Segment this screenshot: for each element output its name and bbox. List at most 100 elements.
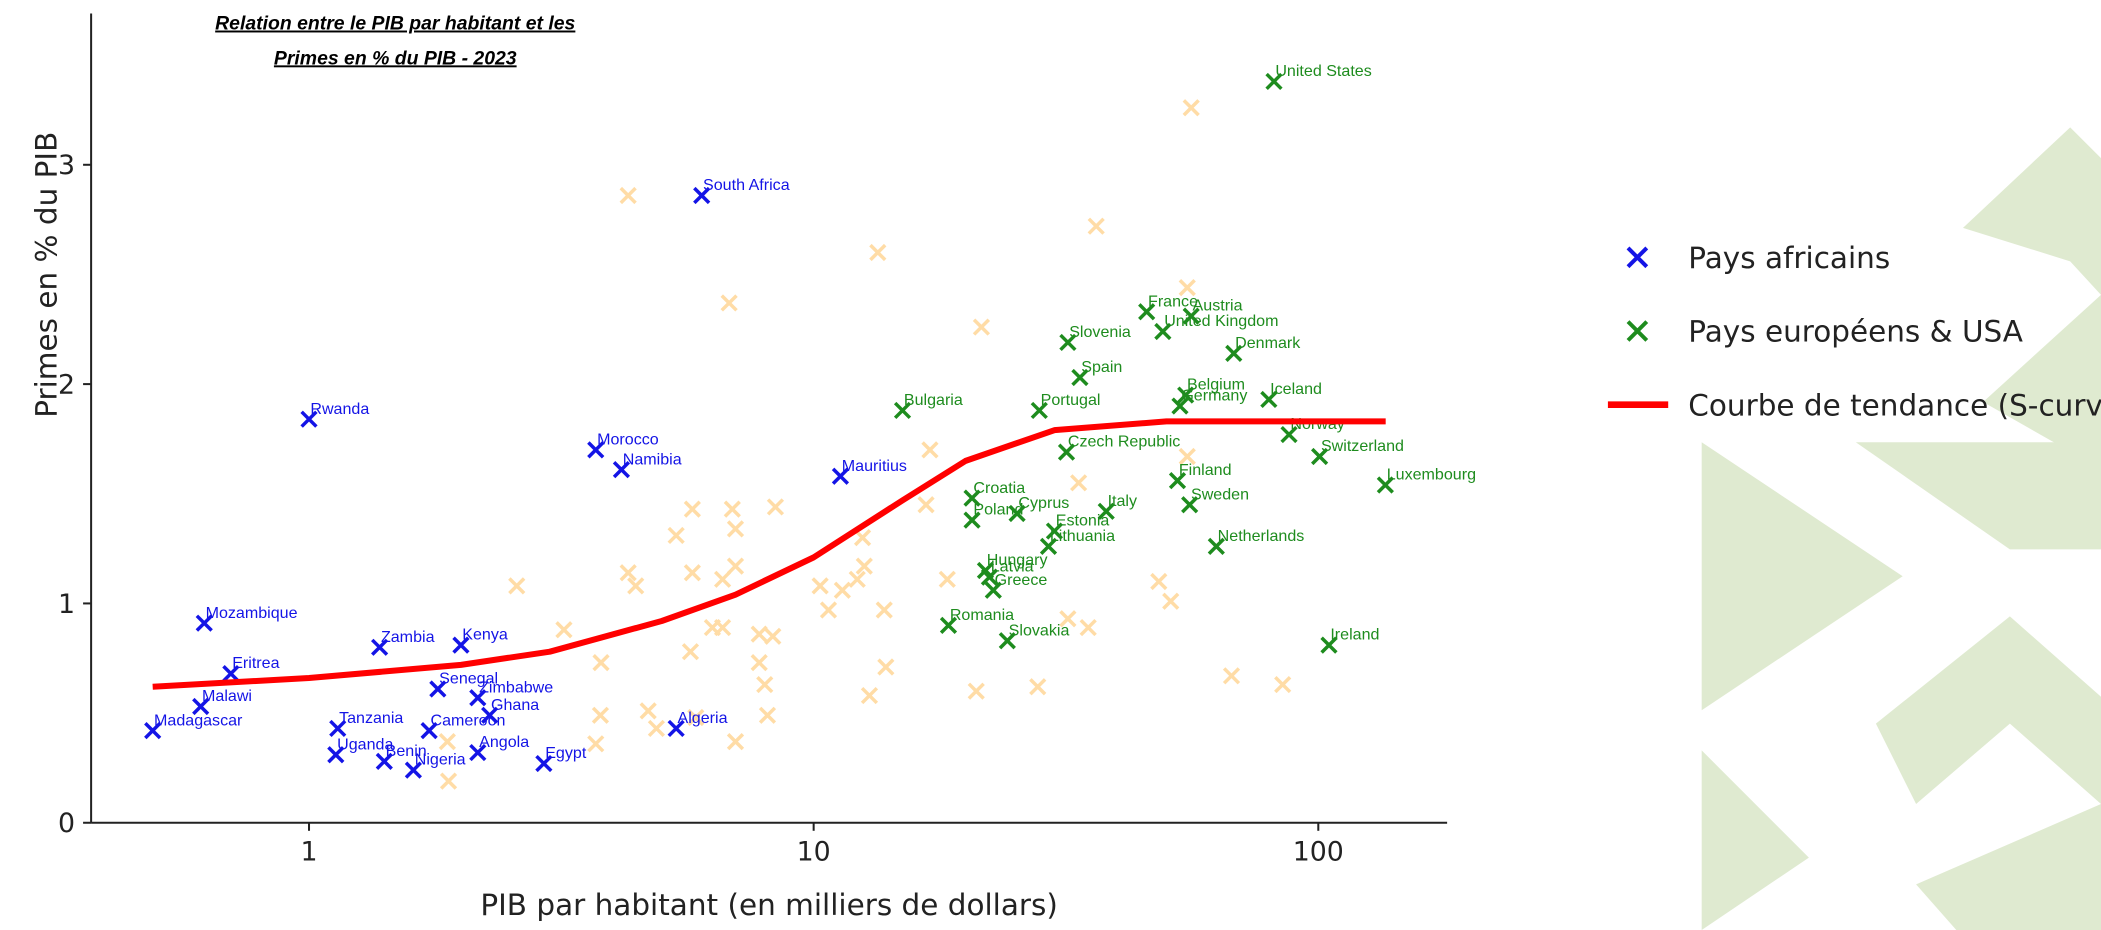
point-label: Estonia xyxy=(1056,512,1110,530)
scatter-point xyxy=(1311,447,1329,466)
point-label: Iceland xyxy=(1270,380,1322,398)
scatter-point xyxy=(972,318,991,336)
legend-label: Pays africains xyxy=(1688,241,1890,275)
point-label: Finland xyxy=(1179,461,1232,479)
scatter-point xyxy=(1376,476,1394,494)
scatter-point xyxy=(1070,474,1088,492)
scatter-point xyxy=(869,243,887,262)
legend-label: Pays européens & USA xyxy=(1688,315,2023,349)
scatter-point xyxy=(917,496,935,514)
scatter-point xyxy=(984,581,1002,599)
scatter-point xyxy=(750,625,768,643)
scatter-point xyxy=(1178,279,1196,297)
point-label: Portugal xyxy=(1041,391,1101,409)
point-label: Romania xyxy=(950,606,1014,624)
point-label: Lithuania xyxy=(1050,527,1115,545)
y-tick-label: 2 xyxy=(58,369,75,400)
scatter-point xyxy=(1260,390,1278,409)
scatter-point xyxy=(587,441,605,459)
point-label: Zambia xyxy=(381,628,435,646)
scatter-point xyxy=(1079,618,1097,637)
scatter-point xyxy=(713,618,732,637)
scatter-point xyxy=(420,722,438,740)
scatter-point xyxy=(1057,443,1076,461)
scatter-point xyxy=(555,621,573,639)
scatter-point xyxy=(967,682,985,700)
legend-swatch xyxy=(1626,246,1649,269)
point-label: Netherlands xyxy=(1218,527,1305,545)
point-label: Czech Republic xyxy=(1068,433,1181,451)
point-label: Denmark xyxy=(1235,334,1301,352)
scatter-point xyxy=(1087,217,1105,235)
scatter-point xyxy=(327,746,345,764)
scatter-point xyxy=(848,570,866,588)
scatter-point xyxy=(1162,592,1180,610)
point-label: Zimbabwe xyxy=(479,678,553,696)
scatter-point xyxy=(1029,678,1047,696)
scatter-point xyxy=(195,614,213,632)
scatter-point xyxy=(1320,636,1338,654)
scatter-point xyxy=(1071,368,1089,387)
scatter-point xyxy=(723,500,741,518)
scatter-point xyxy=(481,706,499,724)
scatter-point xyxy=(1059,610,1077,628)
scatter-point xyxy=(438,733,456,751)
scatter-point xyxy=(1045,522,1064,540)
point-label: Greece xyxy=(995,571,1048,589)
deco-shape xyxy=(1875,616,2101,805)
scatter-point xyxy=(639,702,657,720)
point-label: Cameroon xyxy=(430,711,505,729)
scatter-point xyxy=(998,632,1016,650)
point-label: Sweden xyxy=(1191,485,1249,503)
scatter-point xyxy=(1039,537,1058,556)
scatter-point xyxy=(144,722,162,740)
x-tick-label: 1 xyxy=(300,836,317,867)
scatter-point xyxy=(375,752,393,770)
scatter-point xyxy=(469,689,487,707)
scatter-point xyxy=(619,564,637,582)
scatter-point xyxy=(758,706,777,724)
point-label: Latvia xyxy=(991,558,1034,576)
scatter-point xyxy=(683,564,701,582)
scatter-point xyxy=(980,568,999,586)
background-decoration xyxy=(1701,127,2101,930)
x-tick-label: 10 xyxy=(797,836,831,867)
legend-swatch xyxy=(1626,320,1649,342)
scatter-point xyxy=(612,461,631,479)
scatter-point xyxy=(720,294,738,312)
scatter-point xyxy=(222,665,240,683)
scatter-point xyxy=(1182,307,1200,325)
scatter-point xyxy=(963,511,981,529)
point-label: South Africa xyxy=(703,176,790,194)
point-label: Morocco xyxy=(597,431,659,449)
scatter-point xyxy=(1030,401,1048,420)
scatter-point xyxy=(329,719,347,738)
deco-shape xyxy=(1962,127,2101,295)
point-label: Germany xyxy=(1181,387,1247,405)
y-axis-label: Primes en % du PIB xyxy=(29,132,63,418)
point-label: Cyprus xyxy=(1018,494,1069,512)
point-label: Namibia xyxy=(623,450,682,468)
point-label: France xyxy=(1148,292,1198,310)
scatter-point xyxy=(893,401,912,420)
scatter-point xyxy=(591,706,610,724)
scatter-point xyxy=(1097,502,1115,520)
legend-label: Courbe de tendance (S-curve) xyxy=(1688,388,2101,422)
point-label: United Kingdom xyxy=(1164,312,1278,330)
scatter-point xyxy=(647,719,666,738)
scatter-point xyxy=(766,498,785,516)
y-tick-label: 0 xyxy=(58,808,75,839)
scatter-point xyxy=(1177,386,1195,404)
point-label: Algeria xyxy=(678,709,728,727)
point-label: Madagascar xyxy=(154,711,243,729)
scatter-point xyxy=(1168,472,1187,490)
scatter-point xyxy=(811,577,829,595)
scatter-point xyxy=(693,186,711,205)
point-label: Ireland xyxy=(1330,626,1379,644)
scatter-point xyxy=(963,489,981,507)
point-label: Croatia xyxy=(973,479,1025,497)
scatter-point xyxy=(726,520,745,538)
scatter-point xyxy=(726,733,745,751)
scatter-point xyxy=(855,557,873,575)
